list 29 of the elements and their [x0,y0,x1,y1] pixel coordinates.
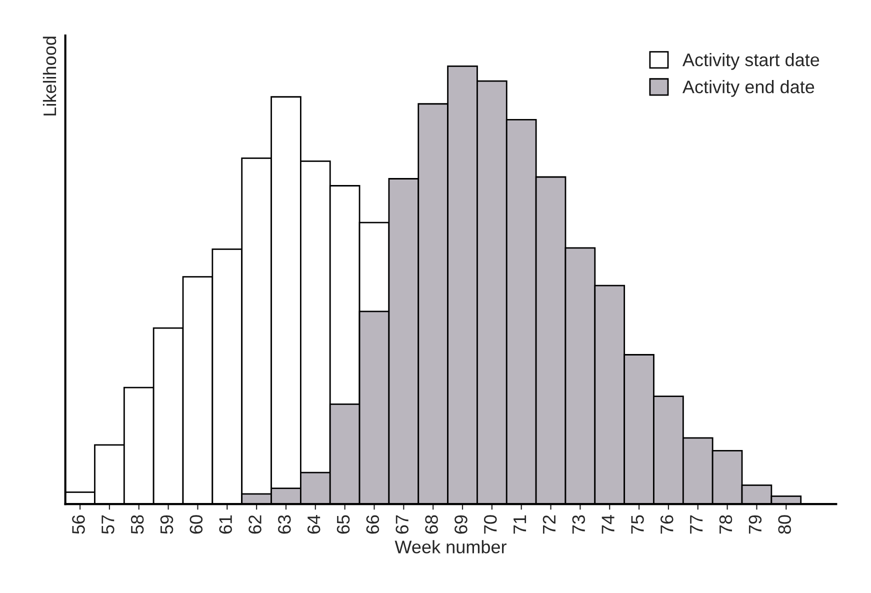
x-tick-label: 74 [602,514,614,534]
x-tick-label: 63 [278,515,291,534]
x-tick-label: 73 [572,515,586,534]
legend-label: Activity end date [682,80,814,97]
x-tick-label: 58 [130,515,144,534]
x-tick-label: 62 [248,515,262,534]
x-tick-label: 59 [160,515,174,534]
x-tick-label: 69 [454,515,468,534]
x-tick-label: 70 [484,515,497,534]
x-tick-label: 65 [336,515,350,534]
x-tick-label: 61 [219,515,232,534]
x-tick-label: 67 [396,515,409,534]
y-axis-title: Likelihood [42,36,56,116]
x-tick-label: 57 [102,515,114,534]
x-tick-label: 79 [748,515,762,534]
x-tick-label: 64 [307,514,320,534]
x-tick-label: 76 [660,515,674,534]
x-tick-label: 68 [425,515,438,534]
x-tick-label: 72 [542,515,556,534]
x-axis-title: Week number [394,540,506,554]
legend-label: Activity start date [682,53,820,70]
x-tick-label: 60 [190,515,203,534]
x-tick-label: 75 [631,515,644,534]
x-tick-label: 66 [366,515,380,534]
x-tick-label: 77 [690,515,703,534]
x-tick-label: 80 [778,515,791,534]
x-tick-label: 56 [72,515,85,534]
x-tick-label: 71 [514,515,526,534]
x-tick-label: 78 [719,515,732,534]
